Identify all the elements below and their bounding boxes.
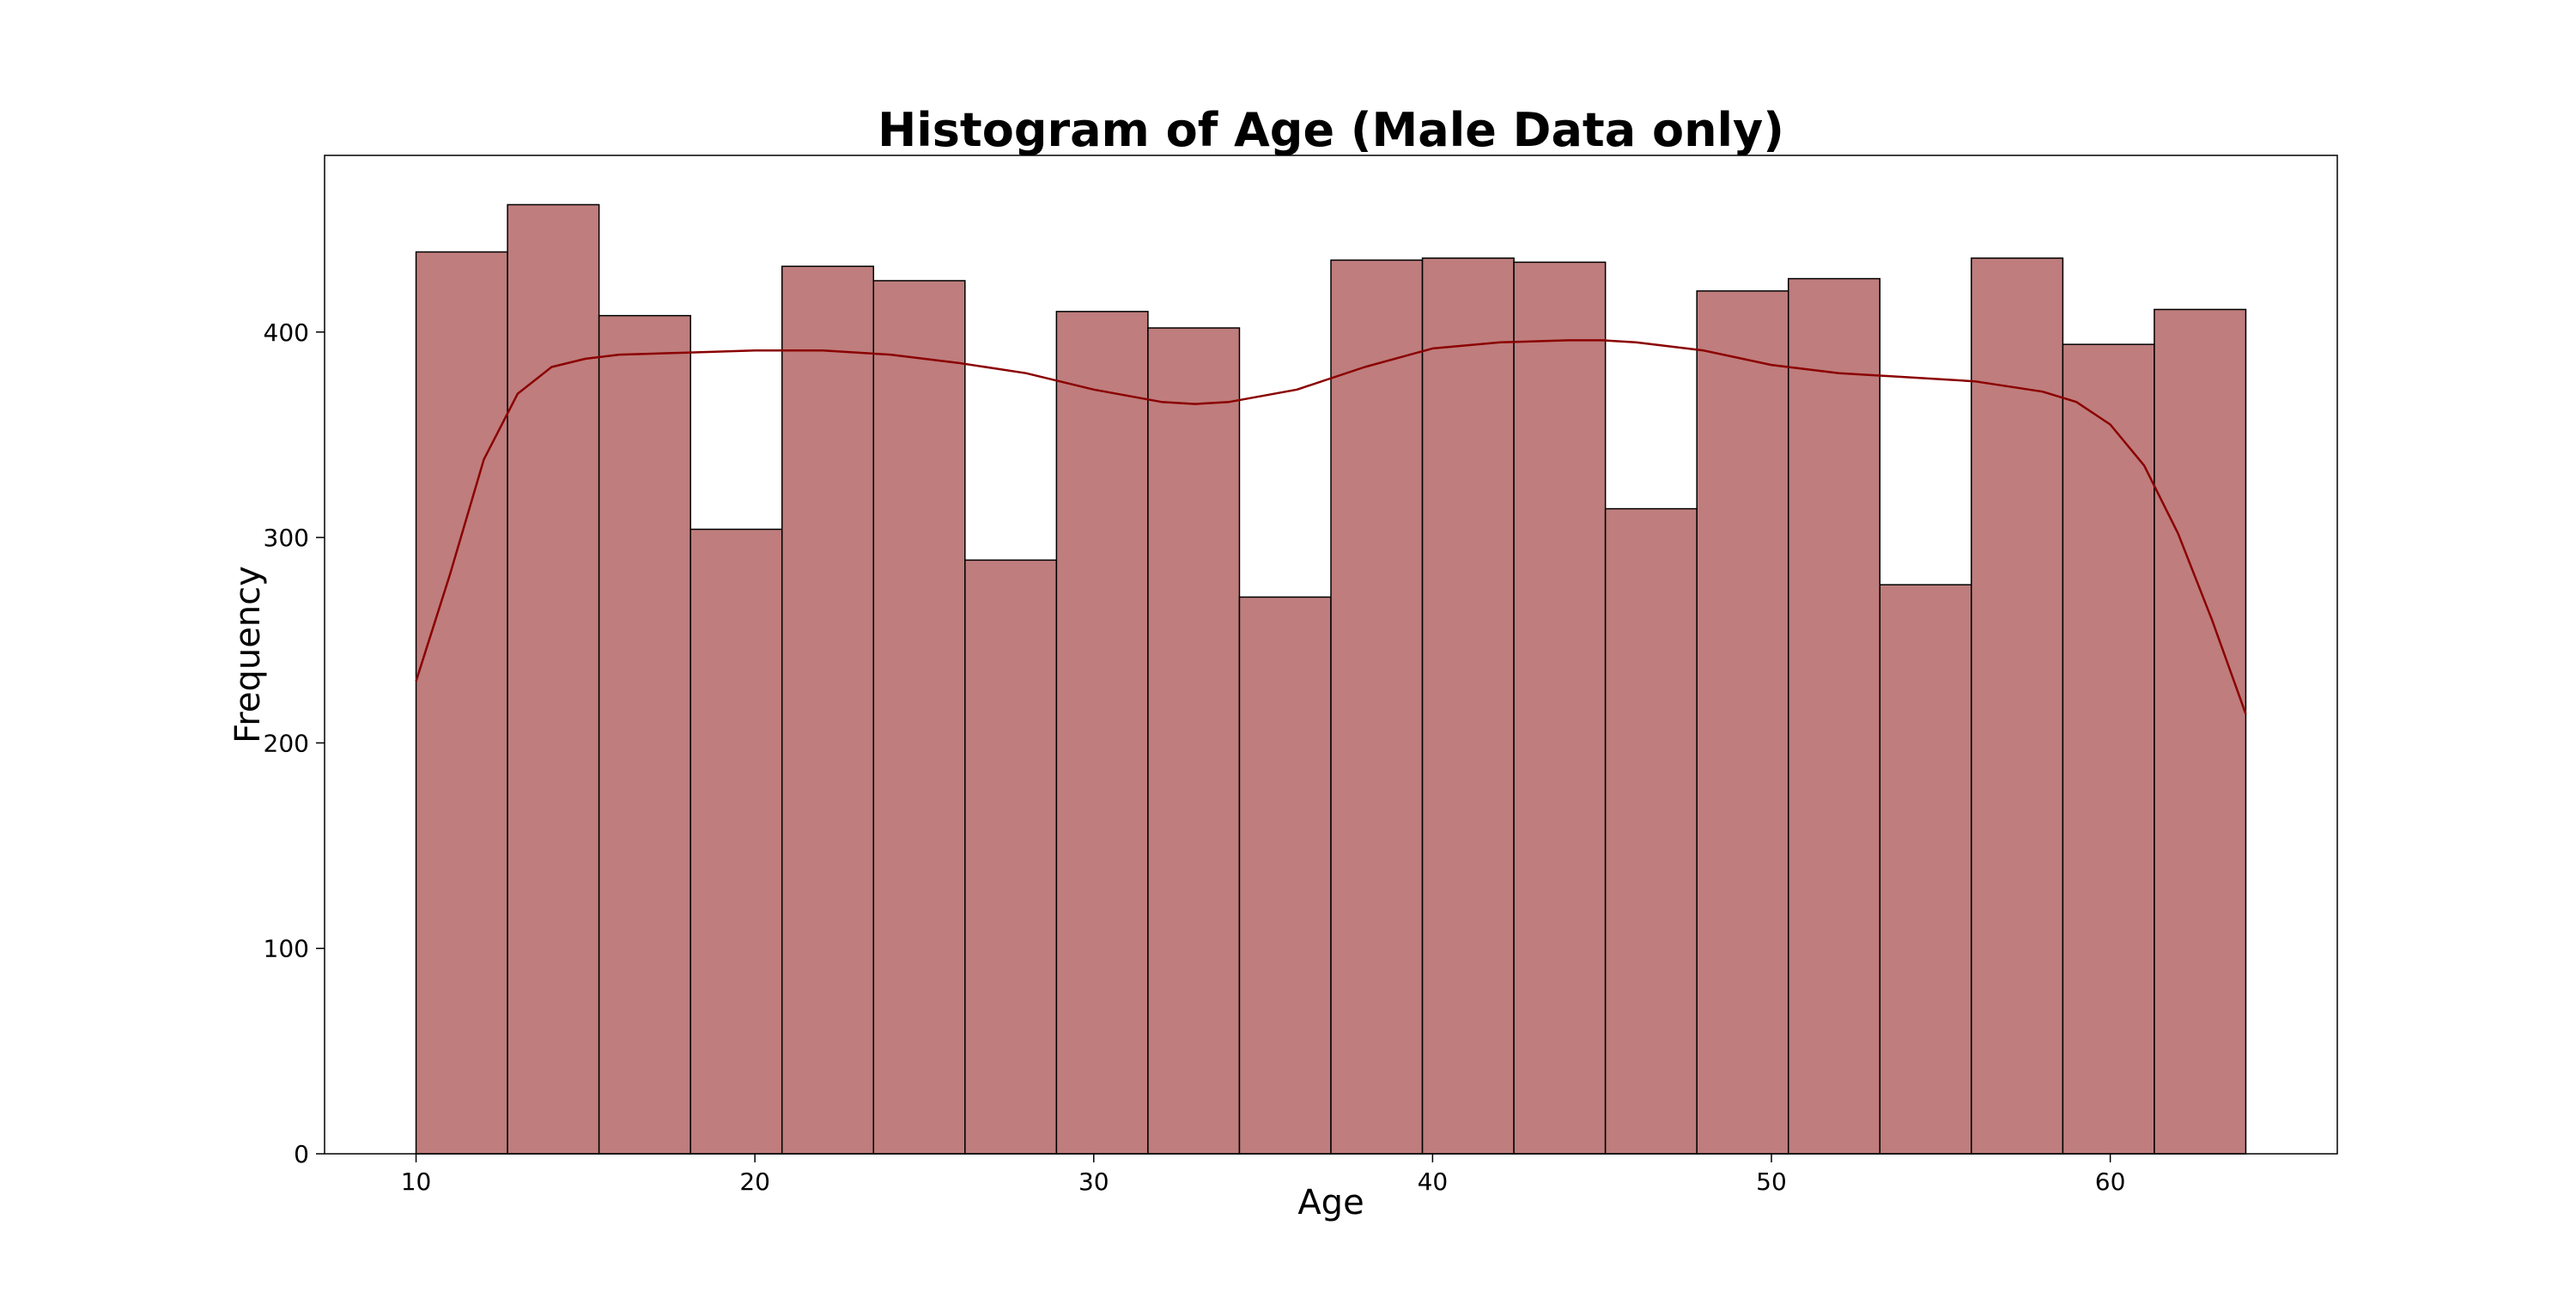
chart-title: Histogram of Age (Male Data only) bbox=[878, 103, 1784, 157]
histogram-bar bbox=[2062, 343, 2155, 1155]
histogram-bar bbox=[1879, 584, 1972, 1155]
histogram-bar bbox=[1513, 261, 1607, 1155]
histogram-bar bbox=[507, 203, 600, 1155]
histogram-bar bbox=[690, 528, 783, 1155]
histogram-bar bbox=[1971, 257, 2064, 1155]
histogram-bar bbox=[1330, 259, 1424, 1155]
histogram-bar bbox=[1604, 507, 1698, 1155]
y-tick-label: 100 bbox=[264, 935, 309, 963]
x-tick-label: 60 bbox=[2095, 1168, 2126, 1196]
x-axis-label: Age bbox=[1297, 1183, 1364, 1222]
y-axis-label: Frequency bbox=[228, 566, 268, 743]
histogram-bar bbox=[2154, 308, 2247, 1155]
y-axis-ticks: 0 100 200 300 400 bbox=[264, 318, 325, 1168]
kde-curve bbox=[415, 339, 2247, 715]
histogram-bar bbox=[1421, 257, 1515, 1155]
bars-layer bbox=[415, 203, 2247, 1155]
plot-frame bbox=[324, 155, 2338, 1155]
histogram-bar bbox=[872, 280, 966, 1155]
x-axis-ticks: 10 20 30 40 50 60 bbox=[401, 1154, 2126, 1196]
histogram-bar bbox=[1696, 290, 1789, 1155]
histogram-bar bbox=[598, 314, 691, 1155]
histogram-bar bbox=[964, 559, 1058, 1155]
y-tick-label: 300 bbox=[264, 524, 309, 552]
histogram-bar bbox=[1787, 277, 1881, 1155]
x-tick-label: 30 bbox=[1078, 1168, 1109, 1196]
x-tick-label: 20 bbox=[739, 1168, 770, 1196]
histogram-bar bbox=[781, 265, 875, 1155]
histogram-bar bbox=[1238, 596, 1332, 1155]
y-tick-label: 200 bbox=[264, 729, 309, 757]
y-tick-label: 0 bbox=[294, 1140, 309, 1168]
kde-layer bbox=[415, 339, 2247, 715]
histogram-bar bbox=[1147, 327, 1241, 1155]
histogram-bar bbox=[1055, 311, 1149, 1155]
x-tick-label: 40 bbox=[1418, 1168, 1449, 1196]
y-tick-label: 400 bbox=[264, 318, 309, 347]
x-tick-label: 50 bbox=[1756, 1168, 1787, 1196]
histogram-bar bbox=[415, 251, 508, 1155]
x-tick-label: 10 bbox=[401, 1168, 432, 1196]
